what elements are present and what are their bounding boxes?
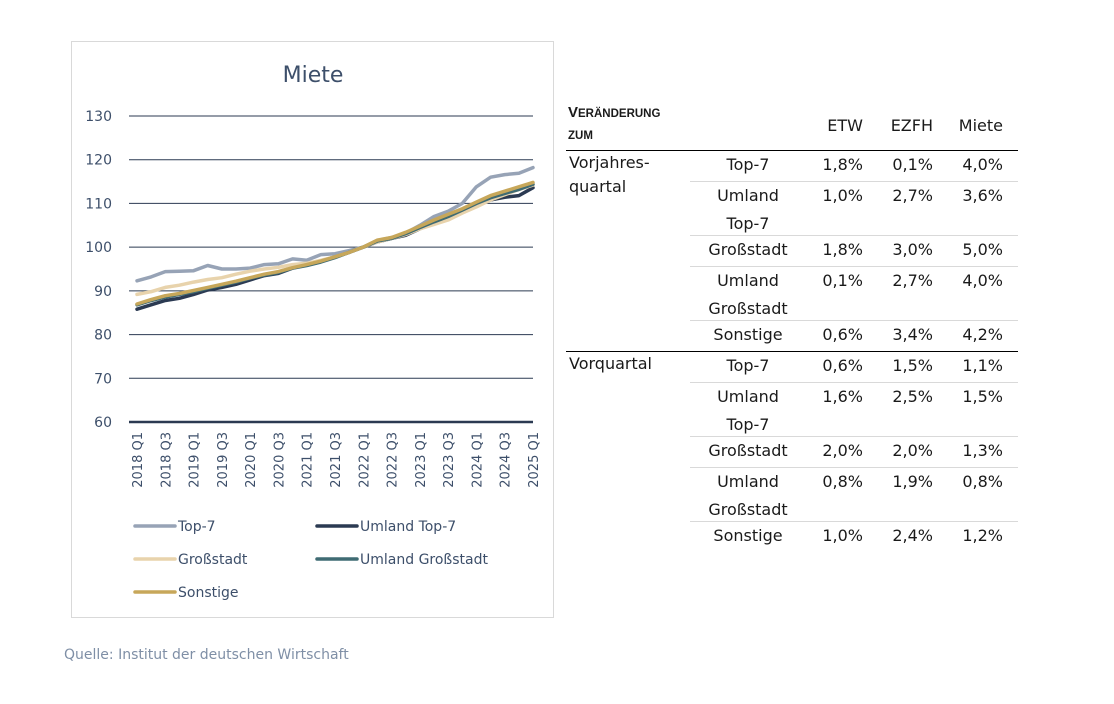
cell-value-1-4-1: 2,4% [892,526,933,545]
row-label-0-2-0: Großstadt [708,240,788,259]
x-tick-label-2021-Q3: 2021 Q3 [329,432,344,488]
y-tick-label-90: 90 [94,284,112,300]
row-label-0-3-1: Großstadt [708,299,788,318]
cell-value-1-2-1: 2,0% [892,441,933,460]
cell-value-1-1-1: 2,5% [892,387,933,406]
legend-label-2: Großstadt [178,552,248,568]
row-label-1-0-0: Top-7 [726,356,770,375]
x-tick-label-2020-Q1: 2020 Q1 [244,432,259,488]
column-header-ezfh: EZFH [890,116,933,135]
table-header-label: VERÄNDERUNG [568,104,660,122]
x-tick-label-2021-Q1: 2021 Q1 [301,432,316,488]
y-tick-label-60: 60 [94,415,112,431]
series-line-top-7 [135,165,535,283]
cell-value-1-2-0: 2,0% [822,441,863,460]
cell-value-0-3-1: 2,7% [892,271,933,290]
cell-value-1-3-1: 1,9% [892,472,933,491]
table-header-line2: ZUM [568,130,593,142]
cell-value-0-1-0: 1,0% [822,186,863,205]
row-label-1-2-0: Großstadt [708,441,788,460]
legend-label-0: Top-7 [177,519,216,535]
cell-value-0-1-1: 2,7% [892,186,933,205]
y-tick-label-100: 100 [85,240,112,256]
cell-value-1-3-2: 0,8% [962,472,1003,491]
x-tick-label-2019-Q3: 2019 Q3 [216,432,231,488]
row-rule-1-2 [690,467,1018,468]
y-tick-label-110: 110 [85,196,112,212]
cell-value-1-0-1: 1,5% [892,356,933,375]
header-cap: V [568,104,579,121]
source-note: Quelle: Institut der deutschen Wirtschaf… [64,647,349,663]
cell-value-0-0-1: 0,1% [892,155,933,174]
x-tick-label-2018-Q3: 2018 Q3 [159,432,174,488]
group-rule-1 [566,351,1018,352]
cell-value-0-4-0: 0,6% [822,325,863,344]
group-rule-0 [566,150,1018,151]
cell-value-0-2-2: 5,0% [962,240,1003,259]
group-label-0-1: quartal [569,177,627,196]
y-tick-label-70: 70 [94,371,112,387]
cell-value-0-3-0: 0,1% [822,271,863,290]
x-tick-label-2018-Q1: 2018 Q1 [131,432,146,488]
cell-value-0-3-2: 4,0% [962,271,1003,290]
row-rule-0-2 [690,266,1018,267]
cell-value-1-3-0: 0,8% [822,472,863,491]
x-tick-label-2025-Q1: 2025 Q1 [527,432,542,488]
row-label-0-0-0: Top-7 [726,155,770,174]
row-rule-0-3 [690,320,1018,321]
row-label-0-1-0: Umland [717,186,779,205]
row-rule-0-1 [690,235,1018,236]
cell-value-0-1-2: 3,6% [962,186,1003,205]
cell-value-0-2-1: 3,0% [892,240,933,259]
y-tick-label-120: 120 [85,153,112,169]
chart-panel: Miete 60 70 80 90 100 110 120 130 2018 Q1 2018 Q3 2… [71,41,554,618]
chart-title: Miete [283,63,344,88]
y-tick-label-130: 130 [85,109,112,125]
x-tick-label-2023-Q3: 2023 Q3 [442,432,457,488]
row-label-1-3-0: Umland [717,472,779,491]
row-label-1-1-0: Umland [717,387,779,406]
column-header-etw: ETW [827,116,863,135]
legend-label-1: Umland Top-7 [360,519,456,535]
cell-value-1-0-0: 0,6% [822,356,863,375]
cell-value-0-2-0: 1,8% [822,240,863,259]
x-tick-label-2023-Q1: 2023 Q1 [414,432,429,488]
rent-line-chart: Miete 60 70 80 90 100 110 120 130 2018 Q1 2018 Q3 2… [85,63,542,601]
group-label-0-0: Vorjahres- [569,153,650,172]
legend-label-4: Sonstige [178,585,239,601]
x-tick-label-2022-Q3: 2022 Q3 [386,432,401,488]
column-header-miete: Miete [958,116,1003,135]
cell-value-0-4-1: 3,4% [892,325,933,344]
header-rest: ERÄNDERUNG [578,108,661,120]
row-label-0-1-1: Top-7 [726,214,770,233]
cell-value-1-1-0: 1,6% [822,387,863,406]
series-line-sonstige [135,180,535,306]
row-label-1-4-0: Sonstige [713,526,783,545]
x-tick-label-2020-Q3: 2020 Q3 [272,432,287,488]
row-label-0-3-0: Umland [717,271,779,290]
cell-value-1-4-0: 1,0% [822,526,863,545]
cell-value-0-0-2: 4,0% [962,155,1003,174]
x-tick-label-2022-Q1: 2022 Q1 [357,432,372,488]
y-tick-label-80: 80 [94,328,112,344]
row-rule-1-1 [690,436,1018,437]
cell-value-0-0-0: 1,8% [822,155,863,174]
x-tick-label-2024-Q1: 2024 Q1 [470,432,485,488]
row-label-0-4-0: Sonstige [713,325,783,344]
cell-value-1-1-2: 1,5% [962,387,1003,406]
cell-value-1-0-2: 1,1% [962,356,1003,375]
group-label-1-0: Vorquartal [569,354,652,373]
cell-value-1-2-2: 1,3% [962,441,1003,460]
row-label-1-1-1: Top-7 [726,415,770,434]
x-tick-label-2019-Q1: 2019 Q1 [188,432,203,488]
row-label-1-3-1: Großstadt [708,500,788,519]
x-tick-label-2024-Q3: 2024 Q3 [499,432,514,488]
legend-label-3: Umland Großstadt [360,552,488,568]
row-rule-0-0 [690,181,1018,182]
cell-value-1-4-2: 1,2% [962,526,1003,545]
row-rule-1-0 [690,382,1018,383]
cell-value-0-4-2: 4,2% [962,325,1003,344]
row-rule-1-3 [690,521,1018,522]
